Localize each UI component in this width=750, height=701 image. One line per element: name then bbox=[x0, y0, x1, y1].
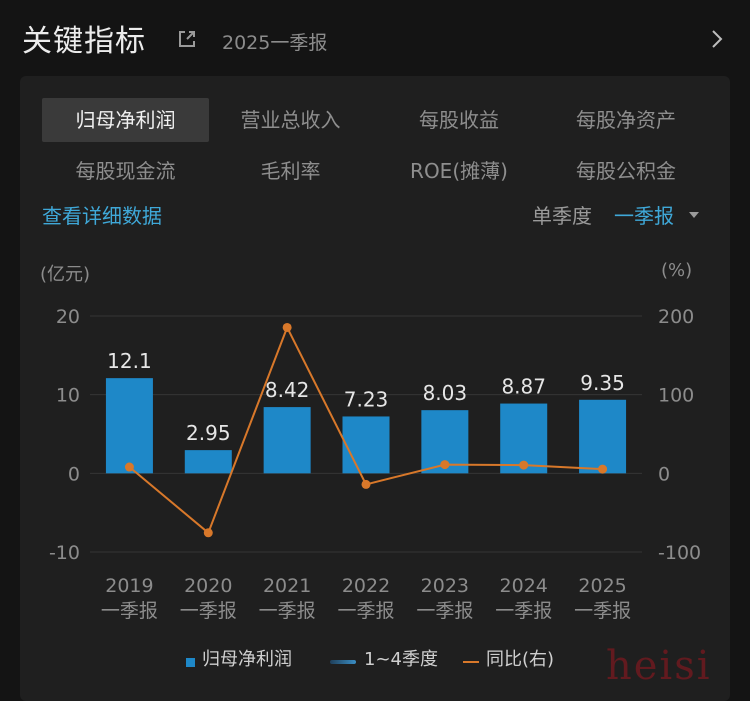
bar bbox=[579, 399, 627, 474]
x-tick-label-period: 一季报 bbox=[337, 600, 394, 622]
yoy-point bbox=[282, 322, 292, 332]
watermark: heisi bbox=[606, 643, 712, 689]
bar bbox=[263, 407, 311, 474]
right-tick-label: -100 bbox=[658, 542, 701, 564]
yoy-point bbox=[203, 528, 213, 538]
bar bbox=[184, 450, 232, 474]
tab-net-profit[interactable]: 归母净利润 bbox=[42, 98, 209, 142]
legend-range-swatch bbox=[330, 660, 356, 664]
tab-roe[interactable]: ROE(摊薄) bbox=[410, 159, 508, 183]
x-tick-label-period: 一季报 bbox=[416, 600, 473, 622]
x-tick-label-period: 一季报 bbox=[259, 600, 316, 622]
bar-data-label: 8.03 bbox=[423, 381, 468, 405]
chevron-right-icon[interactable] bbox=[706, 26, 728, 52]
right-axis-unit: (%) bbox=[661, 260, 693, 281]
tab-total-revenue[interactable]: 营业总收入 bbox=[240, 108, 341, 132]
left-tick-label: -10 bbox=[49, 542, 80, 564]
x-tick-label-year: 2022 bbox=[342, 575, 390, 597]
right-tick-label: 200 bbox=[658, 306, 694, 328]
left-tick-label: 20 bbox=[56, 306, 80, 328]
x-tick-label-period: 一季报 bbox=[574, 600, 631, 622]
legend-range-label[interactable]: 1~4季度 bbox=[364, 649, 438, 670]
tab-capital-reserve[interactable]: 每股公积金 bbox=[576, 159, 676, 183]
left-tick-label: 10 bbox=[56, 385, 80, 407]
bar-data-label: 12.1 bbox=[107, 349, 152, 373]
share-icon[interactable] bbox=[176, 28, 198, 50]
single-quarter-label: 单季度 bbox=[532, 204, 592, 228]
caret-down-icon[interactable] bbox=[689, 212, 699, 218]
yoy-point bbox=[598, 464, 608, 474]
x-tick-label-year: 2025 bbox=[578, 575, 626, 597]
bar-data-label: 7.23 bbox=[344, 387, 389, 411]
left-tick-label: 0 bbox=[68, 463, 80, 485]
x-tick-label-period: 一季报 bbox=[101, 600, 158, 622]
yoy-point bbox=[519, 460, 529, 470]
right-tick-label: 100 bbox=[658, 385, 694, 407]
tab-gross-margin[interactable]: 毛利率 bbox=[260, 159, 321, 183]
bar-data-label: 2.95 bbox=[186, 421, 231, 445]
quarter-select[interactable]: 一季报 bbox=[614, 204, 674, 228]
bar bbox=[105, 378, 153, 474]
yoy-point bbox=[361, 479, 371, 489]
bar bbox=[342, 416, 390, 474]
x-tick-label-year: 2020 bbox=[184, 575, 232, 597]
x-tick-label-year: 2023 bbox=[421, 575, 469, 597]
x-tick-label-period: 一季报 bbox=[495, 600, 552, 622]
tab-eps[interactable]: 每股收益 bbox=[419, 108, 499, 132]
left-axis-unit: (亿元) bbox=[40, 264, 91, 285]
bar-data-label: 9.35 bbox=[580, 371, 625, 395]
bar-data-label: 8.87 bbox=[501, 375, 546, 399]
header: 关键指标 2025一季报 bbox=[0, 0, 750, 72]
legend-bar-label[interactable]: 归母净利润 bbox=[202, 649, 292, 670]
legend-bar-swatch bbox=[186, 658, 195, 667]
x-tick-label-period: 一季报 bbox=[180, 600, 237, 622]
x-tick-label-year: 2021 bbox=[263, 575, 311, 597]
bar-data-label: 8.42 bbox=[265, 378, 310, 402]
tab-bvps[interactable]: 每股净资产 bbox=[576, 108, 676, 132]
x-tick-label-year: 2024 bbox=[500, 575, 548, 597]
report-period: 2025一季报 bbox=[222, 32, 328, 54]
view-details-link[interactable]: 查看详细数据 bbox=[42, 204, 162, 228]
legend-line-swatch bbox=[463, 661, 479, 663]
legend-line-label[interactable]: 同比(右) bbox=[486, 649, 555, 670]
yoy-point bbox=[440, 460, 450, 470]
tab-cash-flow-per-share[interactable]: 每股现金流 bbox=[75, 159, 176, 183]
page-title: 关键指标 bbox=[22, 24, 146, 59]
x-tick-label-year: 2019 bbox=[105, 575, 153, 597]
yoy-point bbox=[124, 462, 134, 472]
right-tick-label: 0 bbox=[658, 463, 670, 485]
